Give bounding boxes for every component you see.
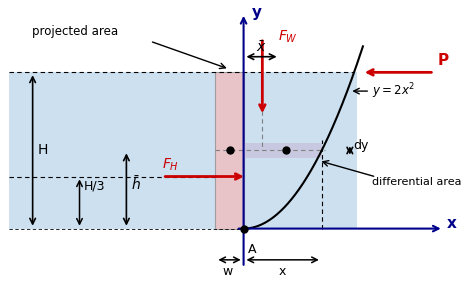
- Text: H: H: [37, 143, 48, 157]
- Text: H/3: H/3: [84, 179, 106, 192]
- Text: $\bar{h}$: $\bar{h}$: [131, 175, 141, 193]
- Text: dy: dy: [353, 139, 368, 152]
- Text: $F_W$: $F_W$: [278, 29, 298, 46]
- Text: A: A: [248, 243, 257, 256]
- Text: w: w: [223, 265, 233, 278]
- Bar: [244, 144, 322, 157]
- Text: x: x: [279, 265, 286, 278]
- Text: differential area: differential area: [372, 177, 461, 187]
- Bar: [9, 72, 357, 229]
- Text: P: P: [438, 52, 448, 68]
- Text: projected area: projected area: [32, 25, 118, 38]
- Text: $\bar{x}$: $\bar{x}$: [256, 40, 267, 55]
- Text: x: x: [447, 216, 456, 231]
- Text: y: y: [251, 6, 261, 21]
- Text: $F_H$: $F_H$: [162, 157, 179, 173]
- Bar: [216, 72, 244, 229]
- Text: $y = 2x^2$: $y = 2x^2$: [372, 82, 415, 101]
